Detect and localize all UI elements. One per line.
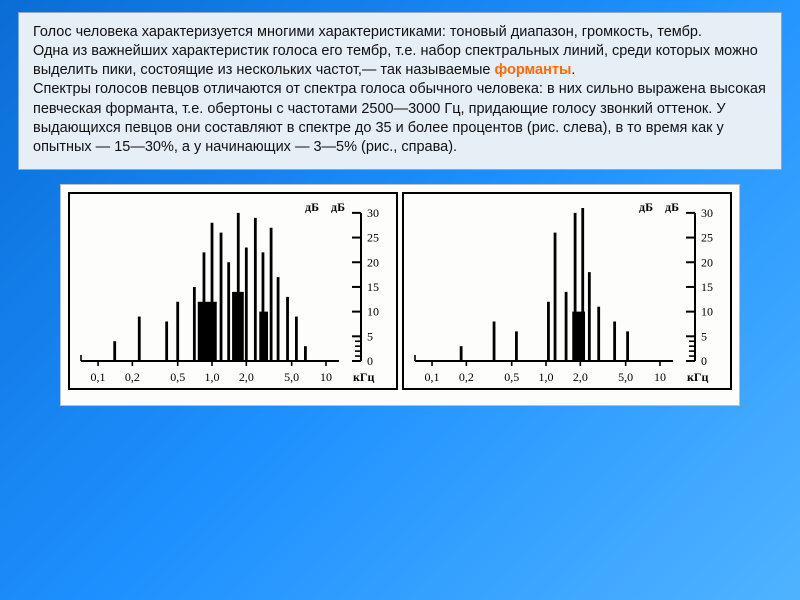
svg-text:30: 30 — [367, 206, 379, 220]
svg-text:дБ: дБ — [305, 200, 319, 214]
svg-text:2,0: 2,0 — [573, 370, 588, 384]
svg-text:0,2: 0,2 — [459, 370, 474, 384]
svg-text:30: 30 — [701, 206, 713, 220]
svg-text:0: 0 — [701, 354, 707, 368]
svg-text:5,0: 5,0 — [618, 370, 633, 384]
svg-text:10: 10 — [654, 370, 666, 384]
spectrum-panel-left: 0,1 0,2 0,5 1,0 2,0 5,0 10 кГц 0 5 10 15 20 25 30 дБ дБ — [67, 191, 401, 401]
svg-text:кГц: кГц — [353, 370, 375, 384]
svg-text:0,5: 0,5 — [170, 370, 185, 384]
text-block: Голос человека характеризуется многими х… — [18, 12, 782, 170]
svg-text:0: 0 — [367, 354, 373, 368]
svg-text:2,0: 2,0 — [239, 370, 254, 384]
spectrum-panel-right: 0,1 0,2 0,5 1,0 2,0 5,0 10 кГц 0 5 10 15 20 25 30 дБ дБ — [401, 191, 735, 401]
paragraph-1: Голос человека характеризуется многими х… — [33, 24, 702, 40]
svg-text:дБ: дБ — [639, 200, 653, 214]
highlight-formants: форманты — [494, 62, 571, 78]
svg-text:5: 5 — [367, 329, 373, 343]
svg-text:5: 5 — [701, 329, 707, 343]
svg-text:10: 10 — [367, 305, 379, 319]
svg-text:10: 10 — [320, 370, 332, 384]
svg-text:25: 25 — [701, 230, 713, 244]
svg-text:5,0: 5,0 — [284, 370, 299, 384]
paragraph-2a: Одна из важнейших характеристик голоса е… — [33, 43, 758, 78]
svg-text:20: 20 — [701, 255, 713, 269]
svg-text:25: 25 — [367, 230, 379, 244]
svg-text:20: 20 — [367, 255, 379, 269]
svg-text:1,0: 1,0 — [539, 370, 554, 384]
svg-text:0,5: 0,5 — [504, 370, 519, 384]
slide: Голос человека характеризуется многими х… — [0, 0, 800, 600]
svg-text:дБ: дБ — [331, 200, 345, 214]
spectrum-figure: 0,10,20,51,02,05,010кГц051015202530дБдБ … — [60, 184, 740, 406]
svg-text:1,0: 1,0 — [205, 370, 220, 384]
svg-text:кГц: кГц — [687, 370, 709, 384]
svg-text:15: 15 — [367, 280, 379, 294]
svg-text:15: 15 — [701, 280, 713, 294]
paragraph-3: Спектры голосов певцов отличаются от спе… — [33, 81, 766, 154]
svg-text:дБ: дБ — [665, 200, 679, 214]
paragraph-2b: . — [571, 62, 575, 78]
svg-text:0,1: 0,1 — [425, 370, 440, 384]
svg-text:0,1: 0,1 — [91, 370, 106, 384]
svg-text:10: 10 — [701, 305, 713, 319]
svg-text:0,2: 0,2 — [125, 370, 140, 384]
